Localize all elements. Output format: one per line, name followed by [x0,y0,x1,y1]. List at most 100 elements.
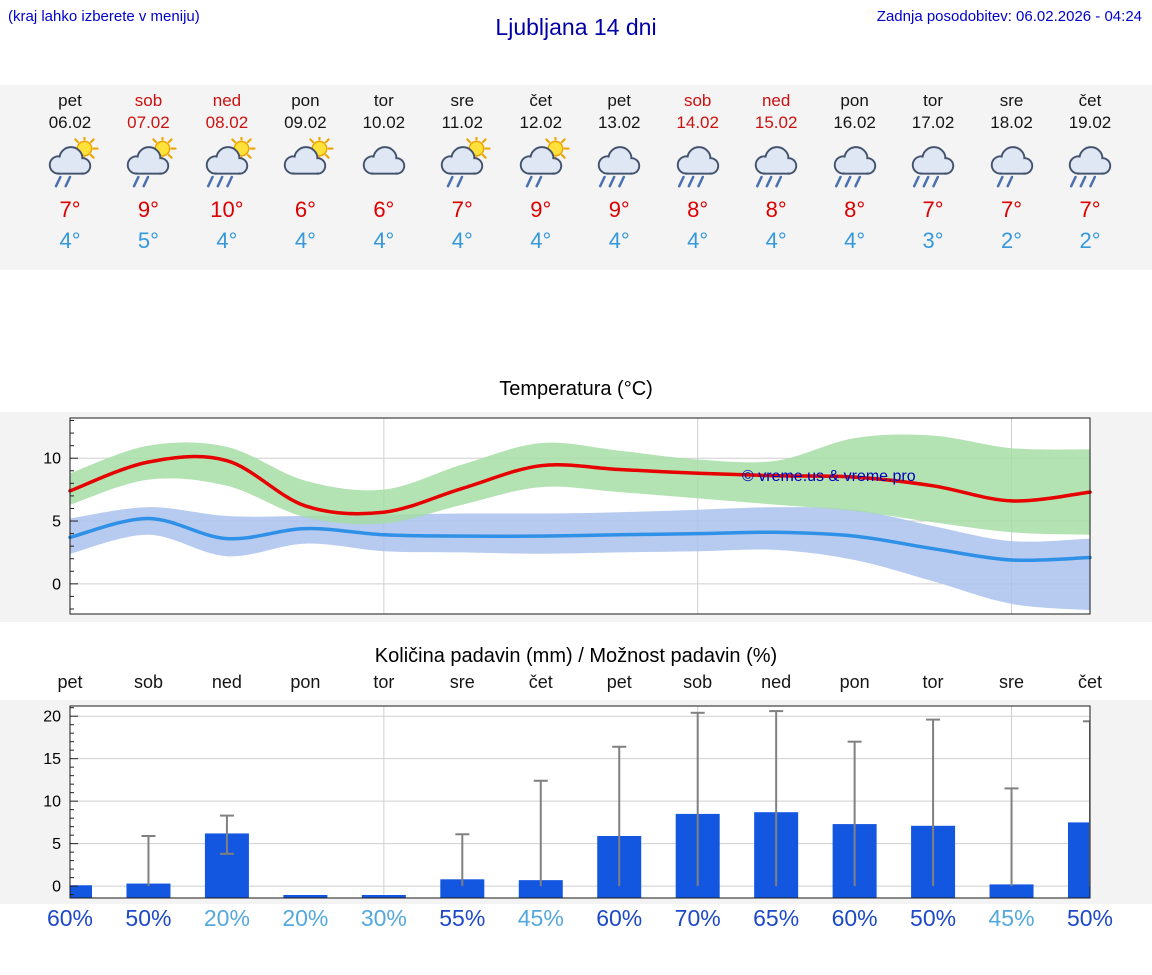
forecast-day-column: pet 13.02 9° 4° [579,91,659,254]
weather-icon-slot [265,137,345,195]
max-temperature-label: 9° [137,197,159,222]
precip-bar [126,883,171,898]
day-name: sre [450,91,475,110]
watermark-link[interactable]: © vreme.us & vreme.pro [742,468,916,485]
weather-icon-slot [893,137,973,195]
weather-icon-slot [422,137,502,195]
precip-probability: 45% [988,905,1035,931]
day-date: 19.02 [1068,113,1112,132]
sun-cloud-light-rain-icon [519,137,570,188]
min-temperature-label: 4° [530,228,552,253]
max-temperature-label: 7° [451,197,473,222]
min-temperature-label: 4° [294,228,316,253]
precip-bar [283,895,328,898]
precipitation-chart-title: Količina padavin (mm) / Možnost padavin … [374,645,778,667]
precip-bar [440,879,485,898]
sun-cloud-heavy-rain-icon [205,137,256,188]
forecast-day-column: sre 18.02 7° 2° [972,91,1052,254]
forecast-day-column: sob 14.02 8° 4° [658,91,738,254]
y-axis-label: 0 [52,576,61,593]
precip-day-label: čet [528,672,553,692]
y-axis-label: 15 [43,751,61,768]
precip-probability: 70% [674,905,721,931]
menu-hint: (kraj lahko izberete v meniju) [8,8,200,25]
min-temperature-label: 5° [137,228,159,253]
min-temperature-label: 4° [687,228,709,253]
precipitation-plot: 0 5 10 15 20 [43,705,1091,899]
max-temperature-line [68,454,1092,516]
max-temperature-label: 10° [210,197,244,222]
precip-probability: 30% [360,905,407,931]
precip-probability: 45% [517,905,564,931]
forecast-day-column: čet 19.02 7° 2° [1050,91,1130,254]
cloud-heavy-rain-icon [676,146,719,188]
precip-bar [518,880,563,898]
day-date: 13.02 [597,113,641,132]
precip-probability: 50% [910,905,957,931]
weather-icon-slot [579,137,659,195]
day-name: sob [683,91,712,110]
precip-bar [70,885,92,898]
max-temperature-label: 7° [922,197,944,222]
precip-day-label: pon [290,672,321,692]
cloud-heavy-rain-icon [833,146,876,188]
day-name: čet [1078,91,1102,110]
weather-icon-slot [1050,137,1130,195]
cloud-heavy-rain-icon [1068,146,1112,188]
day-date: 15.02 [754,113,798,132]
temperature-chart-title: Temperatura (°C) [499,378,653,400]
precip-day-label: čet [1077,672,1102,692]
precip-bar [1068,822,1090,898]
min-temperature-label: 3° [922,228,944,253]
precip-day-label: pon [839,672,870,692]
weather-icon-slot [658,137,738,195]
cloud-icon [362,146,406,175]
precip-probability: 20% [282,905,329,931]
max-temperature-label: 7° [1001,197,1023,222]
forecast-day-column: ned 15.02 8° 4° [736,91,816,254]
weather-icon-slot [972,137,1052,195]
min-temperature-label: 4° [451,228,473,253]
precip-probability: 60% [46,905,94,931]
weather-icon-slot [108,137,188,195]
day-name: pon [291,91,320,110]
min-temperature-label: 4° [765,228,787,253]
forecast-day-column: pon 09.02 6° 4° [265,91,345,254]
precip-probability: 55% [439,905,486,931]
min-temperature-label: 2° [1079,228,1101,253]
sun-cloud-light-rain-icon [441,137,491,188]
day-date: 14.02 [676,113,719,132]
day-name: tor [923,91,943,110]
day-date: 08.02 [205,113,249,132]
forecast-day-column: pon 16.02 8° 4° [815,91,895,254]
max-temperature-label: 6° [373,197,395,222]
day-name: ned [212,91,242,110]
day-date: 16.02 [833,113,876,132]
precip-probability: 50% [1066,905,1114,931]
day-date: 09.02 [284,113,327,132]
sun-cloud-light-rain-icon [127,137,177,188]
max-temperature-label: 8° [765,197,787,222]
weather-icon-slot [736,137,816,195]
precip-day-label: sob [683,672,713,692]
min-temperature-label: 4° [373,228,395,253]
day-date: 06.02 [48,113,92,132]
max-temperature-label: 6° [294,197,316,222]
temperature-plot: 0 5 10 [43,417,1092,615]
forecast-day-column: tor 10.02 6° 4° [344,91,424,254]
weather-icon-slot [815,137,895,195]
day-date: 11.02 [441,113,483,132]
weather-icon-slot [344,137,424,195]
forecast-day-column: tor 17.02 7° 3° [893,91,973,254]
weather-icon-slot [501,137,581,195]
day-name: sob [134,91,163,110]
last-updated: Zadnja posodobitev: 06.02.2026 - 04:24 [876,8,1142,25]
weather-icon-slot [187,137,267,195]
day-date: 17.02 [911,113,955,132]
forecast-day-column: pet 06.02 7° 4° [30,91,110,254]
day-name: sre [999,91,1024,110]
precip-day-label: ned [761,672,792,692]
y-axis-label: 20 [43,709,61,726]
min-temperature-label: 2° [1001,228,1023,253]
